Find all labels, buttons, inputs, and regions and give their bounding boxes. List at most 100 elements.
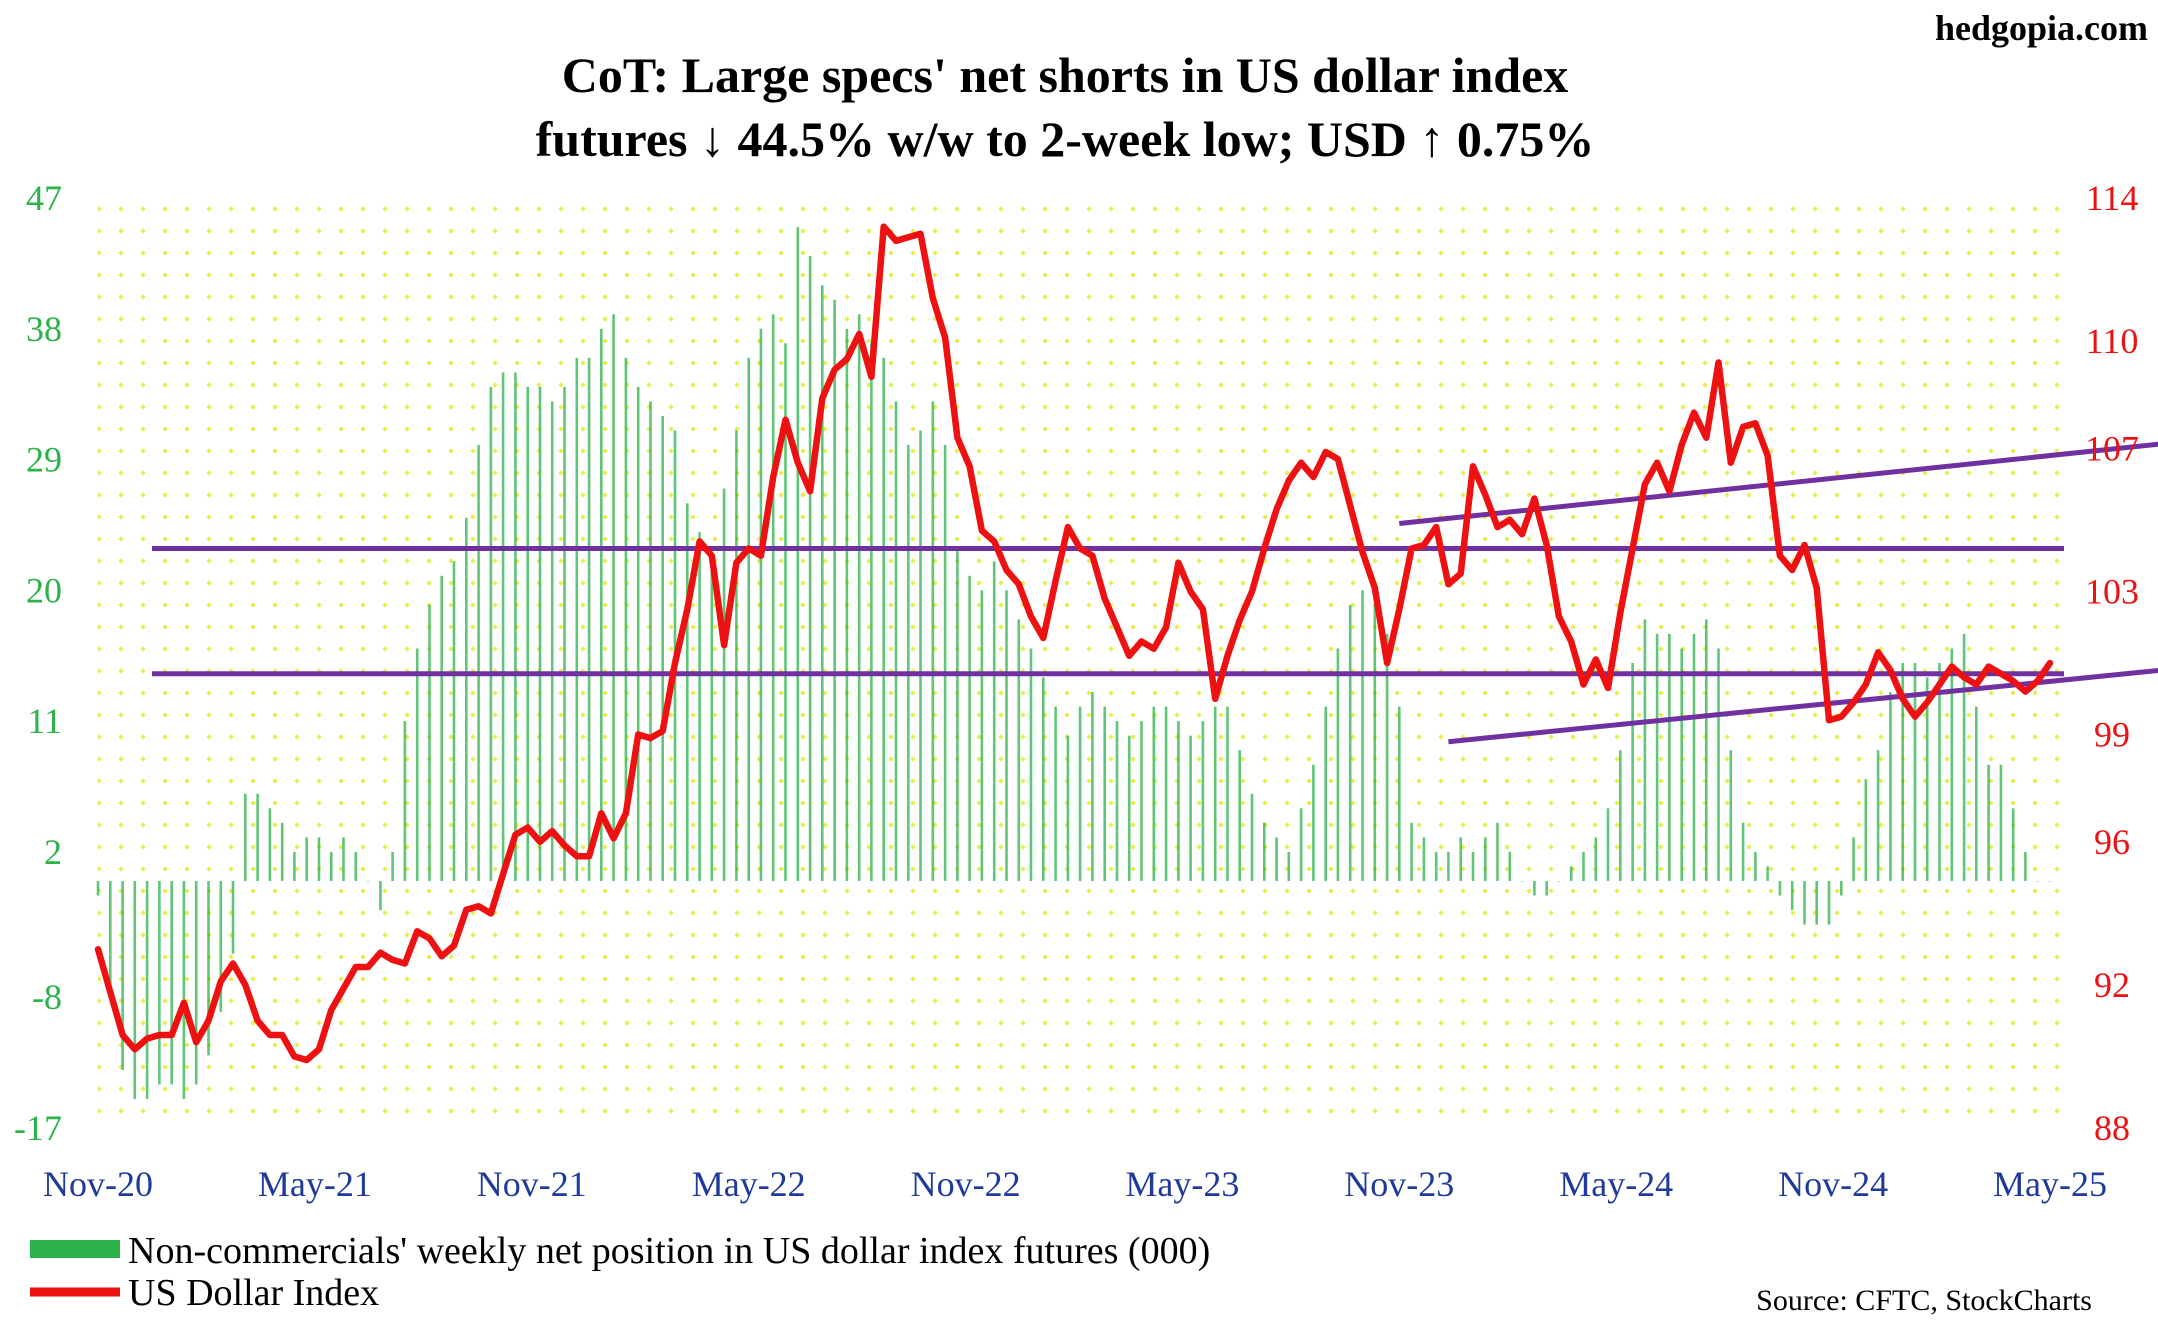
net-position-bar (575, 357, 579, 881)
net-position-bar (403, 721, 407, 881)
dollar-index-point (809, 490, 812, 493)
dollar-index-point (1251, 590, 1253, 593)
net-position-bar (1042, 677, 1045, 881)
net-position-bar (833, 299, 836, 881)
net-position-bar (1471, 851, 1475, 881)
left-tick-label: -17 (14, 1108, 62, 1148)
dollar-index-point (551, 830, 554, 833)
right-tick-label: 110 (2086, 321, 2139, 361)
net-position-bar (501, 372, 505, 881)
dollar-index-point (281, 1034, 284, 1036)
dollar-index-point (882, 225, 885, 228)
x-axis: Nov-20 May-21 Nov-21 May-22 Nov-22 May-23 Nov-… (43, 1164, 2107, 1204)
dollar-index-point (1766, 454, 1769, 457)
dollar-index-point (1877, 651, 1880, 654)
net-position-bar (1348, 604, 1352, 881)
dollar-index-point (97, 948, 99, 951)
net-position-bar (342, 837, 345, 881)
net-position-bar (96, 881, 100, 896)
net-position-bar (428, 604, 431, 881)
dollar-index-point (268, 1034, 271, 1036)
net-position-bar (722, 488, 726, 881)
right-axis: 114 110 107 103 99 96 92 88 (2085, 178, 2139, 1148)
x-tick-label: Nov-23 (1344, 1164, 1454, 1204)
dollar-index-point (1422, 544, 1425, 546)
net-position-bar (600, 328, 603, 881)
x-tick-label: May-24 (1559, 1164, 1673, 1204)
dollar-index-point (453, 944, 455, 947)
net-position-bar (1398, 706, 1401, 881)
dollar-index-point (956, 436, 959, 439)
right-tick-label: 99 (2094, 715, 2130, 755)
dollar-index-point (1165, 626, 1168, 629)
net-position-bar (1705, 619, 1708, 881)
dollar-index-point (600, 812, 603, 815)
net-position-bar (1950, 648, 1954, 881)
dollar-index-point (1386, 662, 1389, 664)
net-position-bar (1005, 590, 1008, 881)
dollar-index-point (968, 465, 971, 468)
dollar-index-point (1349, 504, 1352, 507)
net-position-bar (415, 648, 419, 881)
dollar-index-point (1152, 647, 1155, 650)
net-position-bar (624, 357, 628, 881)
dollar-index-point (907, 236, 910, 239)
dollar-index-point (1447, 583, 1450, 586)
dollar-index-point (1705, 436, 1708, 439)
net-position-bar (1987, 764, 1990, 881)
net-position-bar (1827, 881, 1831, 925)
dollar-index-point (1336, 458, 1339, 461)
dollar-index-point (1570, 640, 1573, 643)
dollar-index-point (1926, 701, 1929, 704)
dollar-index-point (1300, 461, 1303, 464)
left-tick-label: 20 (26, 570, 62, 610)
dollar-index-point (1373, 586, 1376, 589)
dollar-index-point (1729, 461, 1732, 464)
net-position-bar (207, 881, 210, 1056)
dollar-index-point (244, 983, 247, 986)
dollar-index-point (330, 1009, 333, 1011)
net-position-bar (1324, 706, 1327, 881)
net-position-bar (784, 343, 787, 881)
net-position-bar (465, 517, 468, 881)
dollar-index-point (428, 937, 431, 940)
net-position-bar (1582, 851, 1585, 881)
dollar-index-point (980, 529, 983, 532)
dollar-index-point (1840, 715, 1843, 718)
dollar-index-point (1557, 615, 1560, 618)
net-position-bar (698, 532, 701, 881)
net-position-bar (931, 401, 935, 881)
dollar-index-point (686, 608, 689, 611)
net-position-bar (1164, 706, 1168, 881)
dollar-index-point (1238, 619, 1241, 622)
dollar-index-point (440, 955, 443, 958)
net-position-bar (1533, 881, 1536, 896)
dollar-index-point (502, 873, 505, 875)
legend-label-bars: Non-commercials' weekly net position in … (128, 1230, 1210, 1272)
dollar-index-point (1226, 654, 1229, 657)
dollar-index-point (342, 987, 345, 990)
net-position-bar (1803, 881, 1806, 925)
dollar-index-point (674, 662, 676, 664)
x-tick-label: May-22 (692, 1164, 806, 1204)
net-position-bar (244, 793, 247, 881)
net-position-bar (1263, 822, 1266, 881)
dollar-index-point (2012, 679, 2015, 682)
net-position-bar (550, 401, 554, 881)
dollar-index-point (821, 397, 824, 400)
dollar-index-point (1066, 526, 1069, 529)
net-position-bar (894, 401, 898, 881)
x-tick-label: May-21 (258, 1164, 372, 1204)
net-position-bar (194, 881, 198, 1085)
x-tick-label: Nov-20 (43, 1164, 153, 1204)
net-position-bar (1864, 779, 1868, 881)
net-position-bar (121, 881, 124, 1070)
left-tick-label: 47 (26, 178, 62, 218)
net-position-bar (158, 881, 161, 1085)
net-position-bar (1103, 706, 1106, 881)
dollar-index-point (232, 962, 234, 965)
dollar-index-point (318, 1048, 320, 1051)
net-position-bar (1385, 633, 1389, 881)
net-position-bar (268, 808, 272, 881)
right-tick-label: 96 (2094, 822, 2130, 862)
